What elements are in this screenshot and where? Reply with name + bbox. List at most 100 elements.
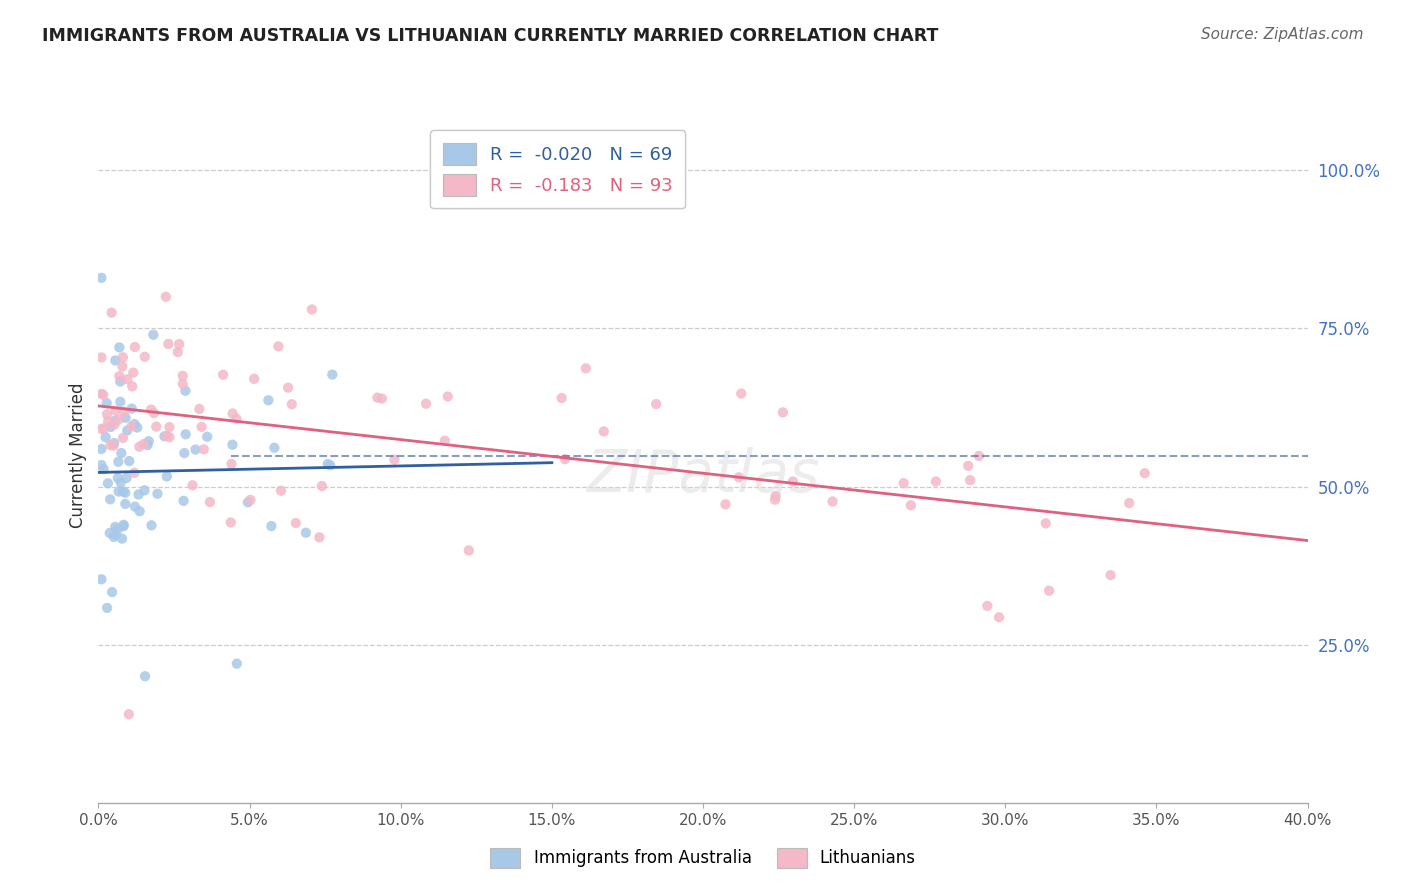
Lithuanians [1099, 568, 1122, 582]
Immigrants from Australia [96, 396, 118, 410]
Lithuanians [765, 489, 787, 503]
Lithuanians [763, 492, 786, 507]
Lithuanians [111, 351, 134, 365]
Immigrants from Australia [225, 657, 247, 671]
Immigrants from Australia [96, 601, 118, 615]
Immigrants from Australia [111, 484, 134, 499]
Lithuanians [90, 386, 112, 401]
Lithuanians [270, 483, 292, 498]
Lithuanians [772, 405, 794, 419]
Immigrants from Australia [111, 532, 134, 546]
Lithuanians [243, 372, 266, 386]
Lithuanians [155, 290, 177, 304]
Immigrants from Australia [101, 585, 124, 599]
Lithuanians [96, 407, 118, 421]
Lithuanians [128, 440, 150, 454]
Lithuanians [172, 368, 194, 383]
Lithuanians [188, 401, 211, 416]
Text: ZIPatlas: ZIPatlas [586, 447, 820, 504]
Lithuanians [104, 404, 127, 418]
Lithuanians [112, 405, 135, 419]
Lithuanians [118, 707, 141, 722]
Lithuanians [893, 476, 915, 491]
Immigrants from Australia [138, 434, 160, 449]
Lithuanians [284, 516, 307, 530]
Immigrants from Australia [114, 410, 136, 425]
Immigrants from Australia [93, 462, 115, 476]
Lithuanians [730, 386, 752, 401]
Immigrants from Australia [141, 518, 163, 533]
Lithuanians [221, 457, 243, 471]
Lithuanians [592, 425, 614, 439]
Lithuanians [436, 390, 458, 404]
Lithuanians [111, 431, 134, 445]
Immigrants from Australia [98, 492, 121, 507]
Immigrants from Australia [221, 438, 243, 452]
Immigrants from Australia [114, 485, 136, 500]
Lithuanians [219, 516, 242, 530]
Immigrants from Australia [295, 525, 318, 540]
Lithuanians [1035, 516, 1057, 531]
Immigrants from Australia [107, 522, 129, 536]
Immigrants from Australia [128, 504, 150, 518]
Lithuanians [121, 379, 143, 393]
Immigrants from Australia [110, 375, 132, 389]
Lithuanians [100, 438, 122, 452]
Immigrants from Australia [110, 475, 132, 490]
Immigrants from Australia [136, 438, 159, 452]
Immigrants from Australia [118, 454, 141, 468]
Immigrants from Australia [121, 401, 143, 416]
Immigrants from Australia [173, 493, 195, 508]
Immigrants from Australia [117, 424, 139, 438]
Lithuanians [167, 337, 190, 351]
Immigrants from Australia [90, 442, 112, 456]
Immigrants from Australia [104, 353, 127, 368]
Lithuanians [415, 397, 437, 411]
Lithuanians [281, 397, 304, 411]
Lithuanians [107, 412, 129, 426]
Legend: R =  -0.020   N = 69, R =  -0.183   N = 93: R = -0.020 N = 69, R = -0.183 N = 93 [430, 130, 685, 209]
Lithuanians [554, 452, 576, 467]
Y-axis label: Currently Married: Currently Married [69, 382, 87, 528]
Lithuanians [277, 381, 299, 395]
Immigrants from Australia [124, 500, 146, 514]
Lithuanians [134, 350, 156, 364]
Immigrants from Australia [98, 525, 121, 540]
Lithuanians [190, 420, 212, 434]
Text: Source: ZipAtlas.com: Source: ZipAtlas.com [1201, 27, 1364, 42]
Immigrants from Australia [115, 471, 138, 485]
Lithuanians [782, 475, 804, 489]
Immigrants from Australia [257, 393, 280, 408]
Immigrants from Australia [108, 340, 131, 354]
Immigrants from Australia [263, 441, 285, 455]
Lithuanians [225, 411, 247, 425]
Immigrants from Australia [104, 520, 127, 534]
Lithuanians [122, 366, 145, 380]
Lithuanians [97, 414, 120, 428]
Immigrants from Australia [114, 497, 136, 511]
Lithuanians [925, 475, 948, 489]
Immigrants from Australia [110, 446, 132, 460]
Lithuanians [457, 543, 479, 558]
Immigrants from Australia [153, 429, 176, 443]
Immigrants from Australia [104, 414, 127, 428]
Lithuanians [267, 339, 290, 353]
Immigrants from Australia [319, 458, 342, 473]
Lithuanians [550, 391, 572, 405]
Text: IMMIGRANTS FROM AUSTRALIA VS LITHUANIAN CURRENTLY MARRIED CORRELATION CHART: IMMIGRANTS FROM AUSTRALIA VS LITHUANIAN … [42, 27, 939, 45]
Lithuanians [301, 302, 323, 317]
Immigrants from Australia [142, 327, 165, 342]
Immigrants from Australia [90, 270, 112, 285]
Immigrants from Australia [112, 517, 135, 532]
Immigrants from Australia [107, 484, 129, 499]
Lithuanians [91, 388, 114, 402]
Lithuanians [90, 422, 112, 436]
Immigrants from Australia [100, 420, 122, 434]
Lithuanians [433, 434, 456, 448]
Lithuanians [100, 306, 122, 320]
Immigrants from Australia [195, 430, 218, 444]
Lithuanians [115, 372, 138, 386]
Lithuanians [366, 391, 388, 405]
Lithuanians [221, 407, 243, 421]
Lithuanians [143, 406, 166, 420]
